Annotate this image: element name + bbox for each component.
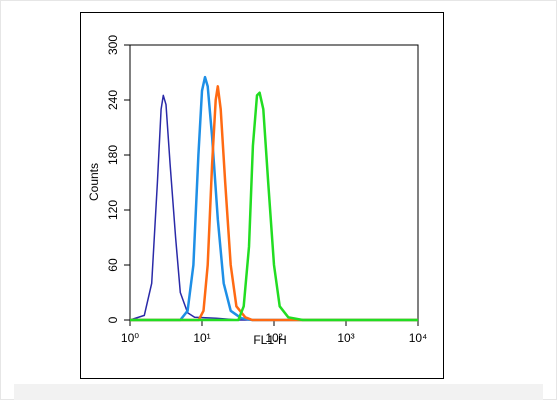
series-line xyxy=(129,94,418,321)
y-tick-label: 60 xyxy=(106,258,120,272)
x-tick-label: 10⁰ xyxy=(121,331,139,345)
y-tick-label: 300 xyxy=(106,35,120,55)
x-tick-label: 10² xyxy=(265,331,282,345)
image-border xyxy=(80,12,444,379)
caption-bar xyxy=(14,384,543,400)
x-tick-label: 10¹ xyxy=(193,331,210,345)
x-tick-label: 10⁴ xyxy=(409,331,428,345)
y-axis-label: Counts xyxy=(87,163,101,201)
x-tick-label: 10³ xyxy=(337,331,354,345)
y-tick-label: 240 xyxy=(106,90,120,110)
series-line xyxy=(130,75,418,322)
x-axis-label: FL1-H xyxy=(253,333,286,347)
series-line xyxy=(130,85,418,322)
y-tick-label: 120 xyxy=(106,200,120,220)
series-line xyxy=(130,91,418,322)
y-tick-label: 0 xyxy=(106,316,120,323)
y-tick-label: 180 xyxy=(106,145,120,165)
